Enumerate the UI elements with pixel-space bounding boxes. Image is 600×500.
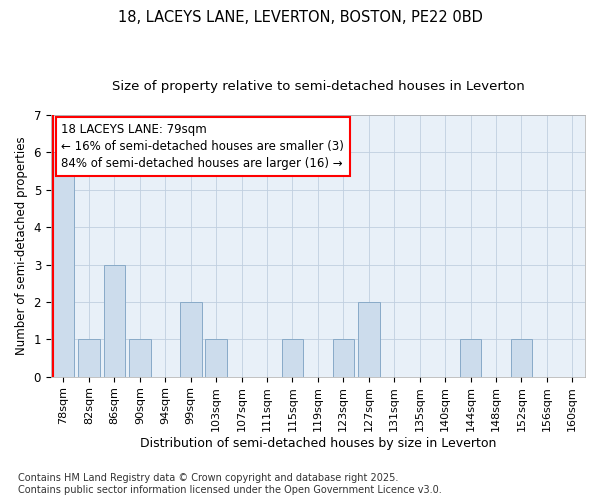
Bar — [53, 152, 74, 376]
Bar — [460, 340, 481, 376]
Text: 18 LACEYS LANE: 79sqm
← 16% of semi-detached houses are smaller (3)
84% of semi-: 18 LACEYS LANE: 79sqm ← 16% of semi-deta… — [61, 123, 344, 170]
Y-axis label: Number of semi-detached properties: Number of semi-detached properties — [15, 136, 28, 355]
Text: 18, LACEYS LANE, LEVERTON, BOSTON, PE22 0BD: 18, LACEYS LANE, LEVERTON, BOSTON, PE22 … — [118, 10, 482, 25]
Text: Contains HM Land Registry data © Crown copyright and database right 2025.
Contai: Contains HM Land Registry data © Crown c… — [18, 474, 442, 495]
Bar — [78, 340, 100, 376]
Bar — [129, 340, 151, 376]
Bar — [332, 340, 354, 376]
X-axis label: Distribution of semi-detached houses by size in Leverton: Distribution of semi-detached houses by … — [140, 437, 496, 450]
Title: Size of property relative to semi-detached houses in Leverton: Size of property relative to semi-detach… — [112, 80, 524, 93]
Bar — [180, 302, 202, 376]
Bar — [358, 302, 380, 376]
Bar — [104, 264, 125, 376]
Bar — [281, 340, 303, 376]
Bar — [511, 340, 532, 376]
Bar — [205, 340, 227, 376]
